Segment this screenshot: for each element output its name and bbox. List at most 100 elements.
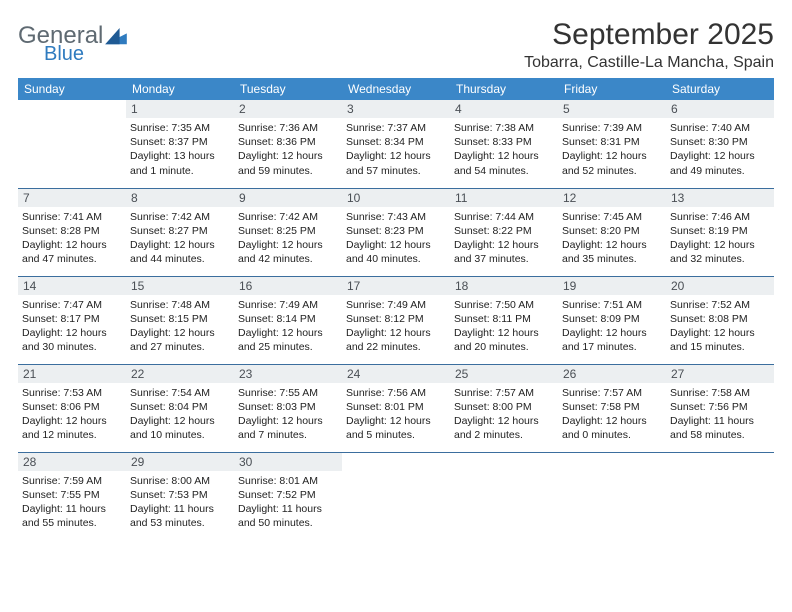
sunset-text: Sunset: 8:20 PM [562, 224, 662, 238]
calendar-cell: 28Sunrise: 7:59 AMSunset: 7:55 PMDayligh… [18, 452, 126, 540]
sunrise-text: Sunrise: 8:01 AM [238, 474, 338, 488]
day-number: 30 [234, 453, 342, 471]
calendar-cell: 9Sunrise: 7:42 AMSunset: 8:25 PMDaylight… [234, 188, 342, 276]
brand-text: General Blue [18, 24, 103, 64]
sunrise-text: Sunrise: 7:57 AM [562, 386, 662, 400]
sunset-text: Sunset: 8:03 PM [238, 400, 338, 414]
sunset-text: Sunset: 8:14 PM [238, 312, 338, 326]
calendar-cell [342, 452, 450, 540]
calendar-cell: 6Sunrise: 7:40 AMSunset: 8:30 PMDaylight… [666, 100, 774, 188]
daylight-text: Daylight: 12 hours and 49 minutes. [670, 149, 770, 177]
sunset-text: Sunset: 7:53 PM [130, 488, 230, 502]
day-number: 26 [558, 365, 666, 383]
daylight-text: Daylight: 11 hours and 53 minutes. [130, 502, 230, 530]
calendar-cell: 1Sunrise: 7:35 AMSunset: 8:37 PMDaylight… [126, 100, 234, 188]
sunrise-text: Sunrise: 7:49 AM [238, 298, 338, 312]
sunset-text: Sunset: 8:01 PM [346, 400, 446, 414]
day-number: 1 [126, 100, 234, 118]
day-details: Sunrise: 7:51 AMSunset: 8:09 PMDaylight:… [558, 295, 666, 359]
sunset-text: Sunset: 8:27 PM [130, 224, 230, 238]
daylight-text: Daylight: 12 hours and 44 minutes. [130, 238, 230, 266]
sunset-text: Sunset: 8:15 PM [130, 312, 230, 326]
sunset-text: Sunset: 8:11 PM [454, 312, 554, 326]
daylight-text: Daylight: 12 hours and 7 minutes. [238, 414, 338, 442]
location: Tobarra, Castille-La Mancha, Spain [524, 54, 774, 72]
calendar-cell: 7 Sunrise: 7:41 AMSunset: 8:28 PMDaylight… [18, 188, 126, 276]
sunrise-text: Sunrise: 7:37 AM [346, 121, 446, 135]
sunset-text: Sunset: 8:30 PM [670, 135, 770, 149]
daylight-text: Daylight: 12 hours and 22 minutes. [346, 326, 446, 354]
calendar-cell: 21Sunrise: 7:53 AMSunset: 8:06 PMDayligh… [18, 364, 126, 452]
day-number: 11 [450, 189, 558, 207]
day-details: Sunrise: 8:00 AMSunset: 7:53 PMDaylight:… [126, 471, 234, 535]
sunrise-text: Sunrise: 7:45 AM [562, 210, 662, 224]
calendar-cell: 14Sunrise: 7:47 AMSunset: 8:17 PMDayligh… [18, 276, 126, 364]
day-details: Sunrise: 7:56 AMSunset: 8:01 PMDaylight:… [342, 383, 450, 447]
calendar-cell [18, 100, 126, 188]
calendar-cell: 10Sunrise: 7:43 AMSunset: 8:23 PMDayligh… [342, 188, 450, 276]
sunrise-text: Sunrise: 7:41 AM [22, 210, 122, 224]
flag-icon [105, 28, 127, 46]
day-header: Saturday [666, 78, 774, 100]
calendar-cell: 22Sunrise: 7:54 AMSunset: 8:04 PMDayligh… [126, 364, 234, 452]
daylight-text: Daylight: 12 hours and 52 minutes. [562, 149, 662, 177]
calendar-week: 21Sunrise: 7:53 AMSunset: 8:06 PMDayligh… [18, 364, 774, 452]
calendar-week: 14 Sunrise: 7:47 AMSunset: 8:17 PM Dayligh… [18, 276, 774, 364]
sunset-text: Sunset: 8:28 PM [22, 224, 122, 238]
calendar-cell: 12Sunrise: 7:45 AMSunset: 8:20 PMDayligh… [558, 188, 666, 276]
sunrise-text: Sunrise: 7:50 AM [454, 298, 554, 312]
sunset-text: Sunset: 8:23 PM [346, 224, 446, 238]
daylight-text: Daylight: 12 hours and 17 minutes. [562, 326, 662, 354]
month-title: September 2025 [524, 18, 774, 52]
day-number: 29 [126, 453, 234, 471]
sunrise-text: Sunrise: 7:51 AM [562, 298, 662, 312]
daylight-text: Daylight: 12 hours and 20 minutes. [454, 326, 554, 354]
day-details: Sunrise: 7:53 AMSunset: 8:06 PMDaylight:… [18, 383, 126, 447]
calendar-cell: 11Sunrise: 7:44 AMSunset: 8:22 PMDayligh… [450, 188, 558, 276]
calendar-cell: 8Sunrise: 7:42 AMSunset: 8:27 PMDaylight… [126, 188, 234, 276]
daylight-text: Daylight: 12 hours and 47 minutes. [22, 238, 122, 266]
daylight-text: Daylight: 12 hours and 35 minutes. [562, 238, 662, 266]
day-number: 14 [18, 277, 126, 295]
day-number: 2 [234, 100, 342, 118]
day-number: 7 [18, 189, 126, 207]
sunset-text: Sunset: 8:17 PM [22, 312, 122, 326]
sunrise-text: Sunrise: 7:46 AM [670, 210, 770, 224]
day-number: 15 [126, 277, 234, 295]
calendar-cell: 17Sunrise: 7:49 AMSunset: 8:12 PMDayligh… [342, 276, 450, 364]
day-header: Thursday [450, 78, 558, 100]
day-details: Sunrise: 7:37 AMSunset: 8:34 PMDaylight:… [342, 118, 450, 182]
day-number: 27 [666, 365, 774, 383]
sunset-text: Sunset: 7:55 PM [22, 488, 122, 502]
day-number: 17 [342, 277, 450, 295]
calendar-cell: 5Sunrise: 7:39 AMSunset: 8:31 PMDaylight… [558, 100, 666, 188]
sunrise-text: Sunrise: 7:39 AM [562, 121, 662, 135]
day-details: Sunrise: 7:42 AMSunset: 8:25 PMDaylight:… [234, 207, 342, 271]
day-details: Sunrise: 7:57 AMSunset: 7:58 PMDaylight:… [558, 383, 666, 447]
sunset-text: Sunset: 8:22 PM [454, 224, 554, 238]
day-details: Sunrise: 7:49 AMSunset: 8:12 PMDaylight:… [342, 295, 450, 359]
daylight-text: Daylight: 12 hours and 42 minutes. [238, 238, 338, 266]
day-details: Sunrise: 7:59 AMSunset: 7:55 PMDaylight:… [18, 471, 126, 535]
daylight-text: Daylight: 12 hours and 10 minutes. [130, 414, 230, 442]
day-number: 22 [126, 365, 234, 383]
sunrise-text: Sunrise: 7:36 AM [238, 121, 338, 135]
day-details: Sunrise: 7:42 AMSunset: 8:27 PMDaylight:… [126, 207, 234, 271]
daylight-text: Daylight: 12 hours and 5 minutes. [346, 414, 446, 442]
brand-logo: General Blue [18, 18, 127, 64]
daylight-text: Daylight: 12 hours and 32 minutes. [670, 238, 770, 266]
sunrise-text: Sunrise: 7:47 AM [22, 298, 122, 312]
day-header: Friday [558, 78, 666, 100]
day-number: 21 [18, 365, 126, 383]
daylight-text: Daylight: 12 hours and 59 minutes. [238, 149, 338, 177]
day-details: Sunrise: 7:55 AMSunset: 8:03 PMDaylight:… [234, 383, 342, 447]
day-header: Wednesday [342, 78, 450, 100]
day-details: Sunrise: 7:39 AMSunset: 8:31 PMDaylight:… [558, 118, 666, 182]
sunrise-text: Sunrise: 7:54 AM [130, 386, 230, 400]
daylight-text: Daylight: 11 hours and 55 minutes. [22, 502, 122, 530]
day-details: Sunrise: 7:50 AMSunset: 8:11 PMDaylight:… [450, 295, 558, 359]
sunset-text: Sunset: 8:31 PM [562, 135, 662, 149]
daylight-text: Daylight: 12 hours and 27 minutes. [130, 326, 230, 354]
sunrise-text: Sunrise: 7:48 AM [130, 298, 230, 312]
day-header: Monday [126, 78, 234, 100]
